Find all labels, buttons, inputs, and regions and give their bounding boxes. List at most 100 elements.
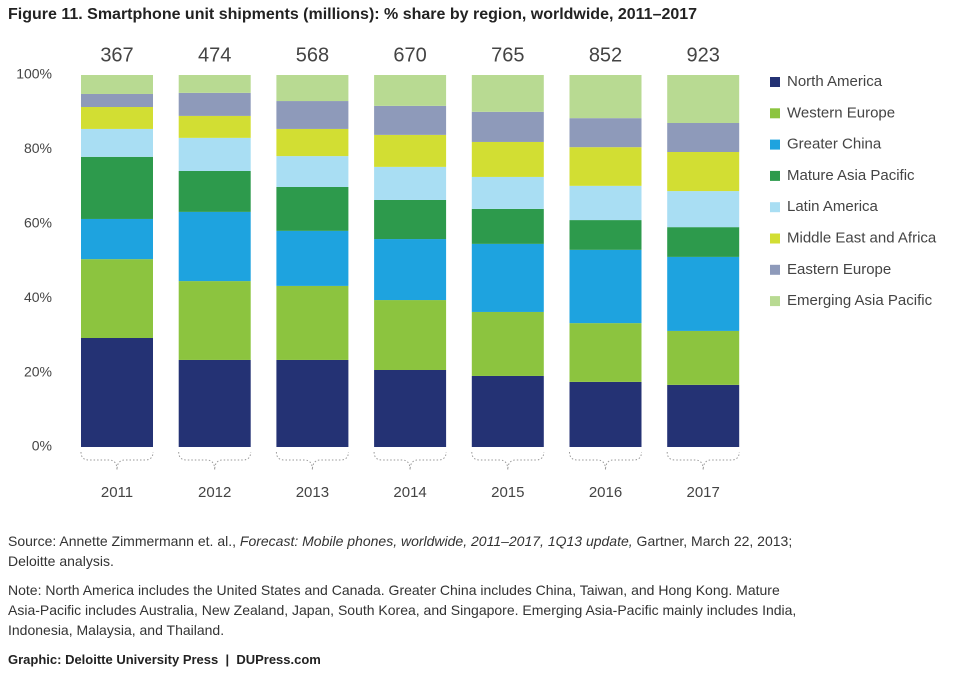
source-title: Forecast: Mobile phones, worldwide, 2011… <box>239 533 633 549</box>
source: Source: Annette Zimmermann et. al., Fore… <box>8 531 798 571</box>
bar-segment <box>276 156 349 187</box>
legend-swatch <box>770 108 780 119</box>
bar-segment <box>569 118 642 148</box>
source-text: Source: Annette Zimmermann et. al., <box>8 533 240 549</box>
legend-swatch <box>770 264 780 275</box>
bar-segment <box>471 141 544 177</box>
bar-segment <box>276 186 349 231</box>
total-label: 670 <box>393 44 426 66</box>
bar-segment <box>178 75 251 93</box>
legend-label: Emerging Asia Pacific <box>787 292 933 309</box>
legend-label: Middle East and Africa <box>787 229 937 246</box>
bar-segment <box>667 227 740 257</box>
bar-segment <box>471 208 544 244</box>
bar-segment <box>667 75 740 123</box>
y-tick-label: 60% <box>24 215 52 231</box>
x-tick-label: 2012 <box>198 484 231 501</box>
legend-label: Western Europe <box>787 104 895 121</box>
y-tick-label: 40% <box>24 289 52 305</box>
legend-label: Eastern Europe <box>787 261 891 278</box>
legend-label: Mature Asia Pacific <box>787 167 915 184</box>
y-tick-label: 80% <box>24 140 52 156</box>
bar-segment <box>471 176 544 209</box>
bar-segment <box>276 75 349 102</box>
bar-segment <box>178 359 251 447</box>
bar-segment <box>81 218 153 260</box>
bar-segment <box>667 330 740 385</box>
chart: Figure 11. Smartphone unit shipments (mi… <box>8 6 937 501</box>
bar-segment <box>276 101 349 129</box>
brace <box>178 451 252 471</box>
bar-segment <box>81 128 153 157</box>
brace <box>569 451 642 471</box>
bar-segment <box>374 369 447 447</box>
bar-segment <box>569 381 642 447</box>
legend-swatch <box>770 139 780 150</box>
bar-segment <box>667 256 740 331</box>
bar-segment <box>374 199 447 240</box>
bar-segment <box>667 152 740 192</box>
bar-segment <box>81 156 153 219</box>
bar-segment <box>374 75 447 106</box>
bar-segment <box>178 92 251 116</box>
bar-segment <box>276 285 349 360</box>
y-tick-label: 20% <box>24 363 52 379</box>
y-tick-label: 100% <box>16 66 52 82</box>
source-text: Gartner, March 22, 2013; Deloitte analys… <box>8 533 793 569</box>
bar-segment <box>569 75 642 119</box>
legend-swatch <box>770 296 780 307</box>
legend-swatch <box>770 77 780 87</box>
bar-segment <box>374 105 447 135</box>
legend-label: North America <box>787 73 883 90</box>
note: Note: North America includes the United … <box>8 582 797 638</box>
bar-segment <box>81 93 153 107</box>
legend-swatch <box>770 170 780 181</box>
x-tick-label: 2014 <box>393 484 426 501</box>
brace <box>471 451 545 471</box>
x-tick-label: 2016 <box>589 484 622 501</box>
legend-swatch <box>770 233 780 244</box>
legend-swatch <box>770 202 780 213</box>
legend-label: Latin America <box>787 198 879 215</box>
brace <box>275 451 349 471</box>
bar-segment <box>471 243 544 312</box>
total-label: 765 <box>491 44 524 66</box>
bar-segment <box>374 166 447 200</box>
bar-segment <box>178 281 251 360</box>
bar-segment <box>178 211 251 282</box>
bar-segment <box>81 106 153 129</box>
bar-segment <box>81 259 153 339</box>
brace <box>373 451 447 471</box>
x-tick-label: 2011 <box>101 484 133 501</box>
bar-segment <box>471 111 544 142</box>
bar-segment <box>178 137 251 171</box>
credit: Graphic: Deloitte University Press | DUP… <box>8 652 321 667</box>
bar-segment <box>81 338 153 447</box>
bar-segment <box>374 300 447 370</box>
y-tick-label: 0% <box>32 438 52 454</box>
bar-segment <box>471 375 544 447</box>
bar-segment <box>569 220 642 250</box>
total-label: 923 <box>687 44 720 66</box>
bar-segment <box>81 75 153 94</box>
bar-segment <box>569 323 642 382</box>
total-label: 367 <box>100 44 133 66</box>
bar-segment <box>178 115 251 138</box>
bar-segment <box>178 170 251 212</box>
bar-segment <box>471 75 544 112</box>
bar-segment <box>667 122 740 153</box>
chart-title: Figure 11. Smartphone unit shipments (mi… <box>8 6 697 23</box>
legend-label: Greater China <box>787 136 882 153</box>
bar-segment <box>667 384 740 447</box>
bar-segment <box>276 128 349 157</box>
total-label: 474 <box>198 44 231 66</box>
bar-segment <box>276 359 349 447</box>
bar-segment <box>276 230 349 286</box>
bar-segment <box>569 249 642 324</box>
bar-segment <box>374 239 447 301</box>
bar-segment <box>569 185 642 221</box>
brace <box>80 451 154 471</box>
bar-segment <box>569 147 642 186</box>
bar-segment <box>374 134 447 167</box>
